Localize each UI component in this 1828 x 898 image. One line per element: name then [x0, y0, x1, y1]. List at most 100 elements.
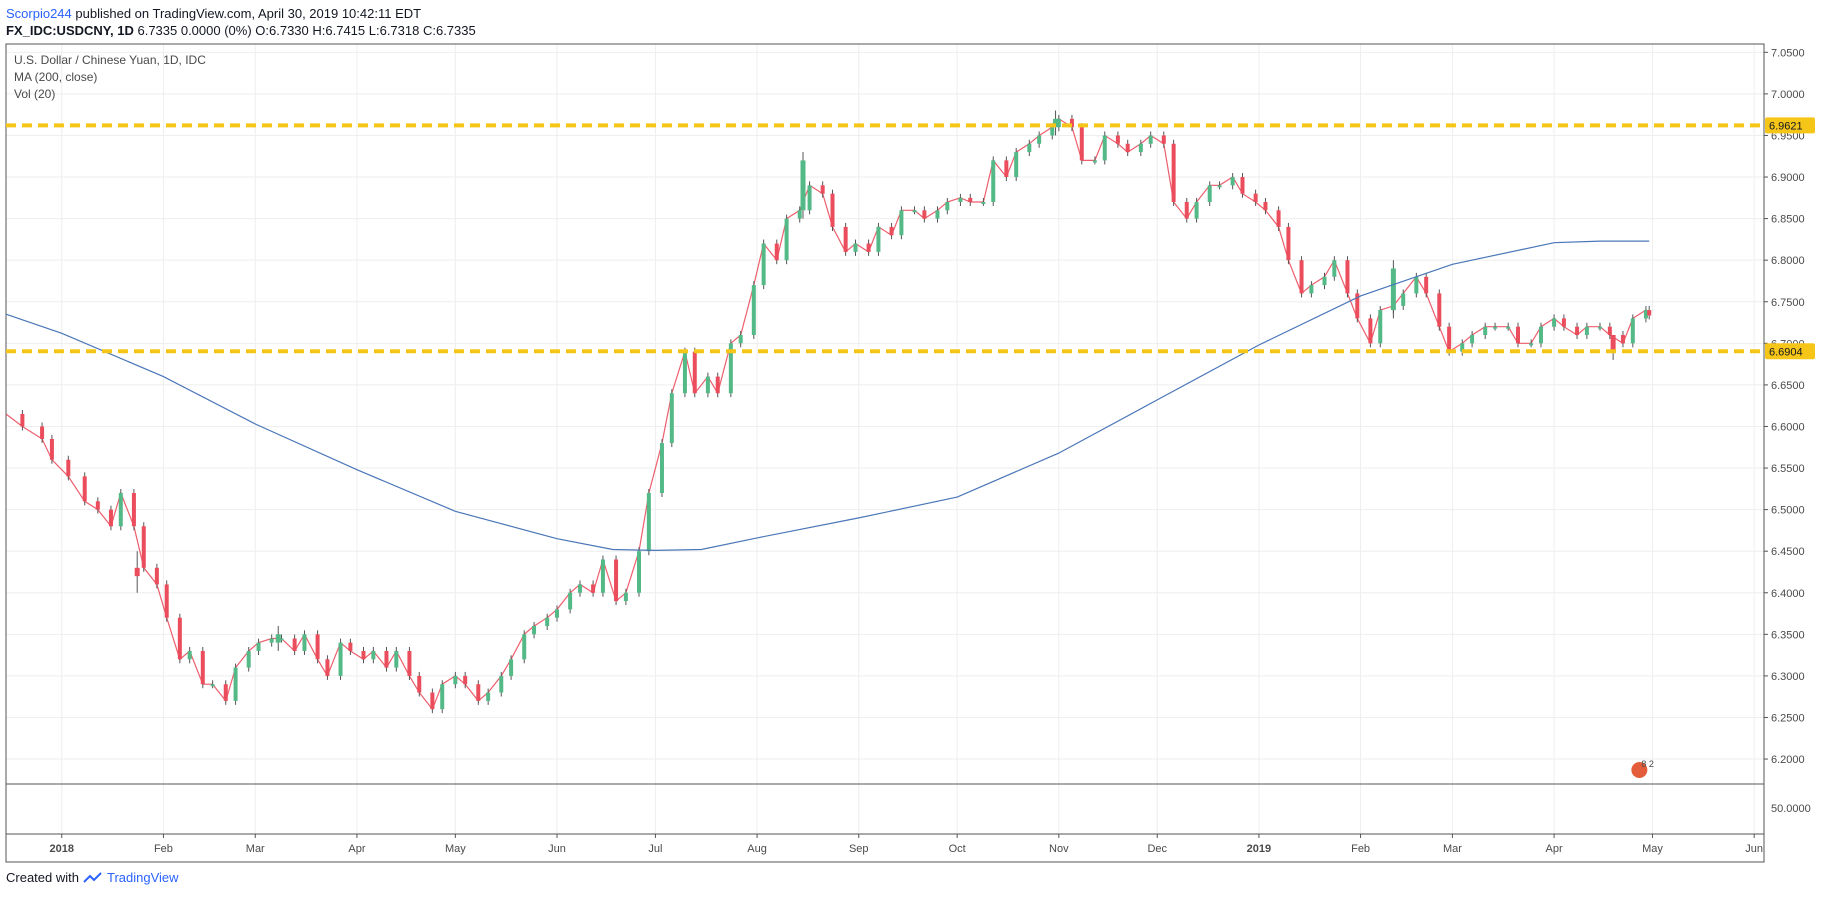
candle-body — [1390, 268, 1396, 311]
x-tick-label: Dec — [1147, 843, 1167, 855]
flag-icon — [1631, 762, 1648, 778]
candle-body — [1263, 201, 1268, 211]
candle-body — [1079, 127, 1084, 161]
y-tick-label: 6.4000 — [1771, 588, 1805, 600]
event-badge: 8 2 — [1641, 759, 1654, 769]
candle-body — [177, 617, 182, 660]
created-with-label: Created with — [6, 870, 79, 885]
candle-body — [371, 650, 376, 660]
candle-body — [233, 667, 238, 701]
candle-body — [1483, 326, 1488, 336]
candle-body — [1053, 118, 1059, 128]
candle-body — [1368, 318, 1373, 344]
y-tick-label: 6.6000 — [1771, 421, 1805, 433]
candle-body — [1217, 185, 1222, 188]
symbol-line: FX_IDC:USDCNY, 1D 6.7335 0.0000 (0%) O:6… — [6, 22, 476, 39]
candle-body — [568, 592, 573, 610]
candle-body — [522, 634, 527, 660]
candle-body — [623, 592, 628, 602]
candle-body — [1276, 210, 1281, 227]
candle-body — [1050, 127, 1055, 136]
candle-body — [958, 197, 963, 202]
legend-vol: Vol (20) — [14, 87, 55, 101]
candle-body — [1610, 335, 1616, 352]
y-tick-label: 6.4500 — [1771, 546, 1805, 558]
candle-body — [302, 634, 307, 651]
candle-body — [49, 438, 54, 460]
candle-body — [1552, 318, 1557, 327]
candle-body — [200, 650, 205, 685]
candle-body — [1529, 343, 1534, 346]
candle-body — [853, 243, 858, 252]
candle-body — [669, 393, 674, 444]
candle-body — [66, 459, 71, 477]
candle-body — [1561, 318, 1566, 327]
y-tick-label: 6.3000 — [1771, 671, 1805, 683]
candle-body — [40, 426, 45, 439]
candle-body — [1014, 152, 1019, 178]
candle-body — [164, 584, 169, 618]
candle-body — [1322, 276, 1327, 286]
published-text: published on TradingView.com, April 30, … — [71, 6, 422, 21]
candle-body — [1516, 326, 1521, 344]
candle-body — [1286, 226, 1291, 261]
candle-body — [682, 351, 687, 394]
candle-body — [223, 684, 228, 701]
tradingview-link[interactable]: TradingView — [106, 870, 179, 885]
candle-body — [968, 197, 973, 202]
chart-header: Scorpio244 published on TradingView.com,… — [6, 5, 476, 39]
candle-body — [131, 492, 136, 527]
candle-body — [1447, 326, 1452, 352]
candle-body — [463, 675, 468, 685]
x-tick-label: Mar — [1443, 843, 1462, 855]
candle-body — [1240, 177, 1245, 194]
candle-body — [830, 193, 835, 227]
candle-body — [738, 335, 743, 344]
candle-body — [453, 675, 458, 685]
candle-body — [646, 492, 651, 552]
candle-body — [269, 638, 274, 643]
x-tick-label: Jun — [548, 843, 566, 855]
y-tick-label: 6.7500 — [1771, 297, 1805, 309]
candle-body — [210, 684, 215, 687]
x-tick-label: Mar — [246, 843, 265, 855]
level-label: 6.9621 — [1769, 120, 1803, 132]
candle-body — [407, 650, 412, 676]
candle-body — [1037, 135, 1042, 144]
candle-body — [1171, 143, 1176, 202]
candle-body — [591, 584, 596, 593]
candle-body — [751, 285, 756, 336]
candle-body — [1437, 293, 1442, 327]
candle-body — [1345, 260, 1350, 294]
candle-body — [118, 492, 123, 527]
candle-body — [1194, 201, 1199, 219]
candle-body — [614, 559, 619, 602]
candle-body — [1538, 326, 1543, 344]
legend-title: U.S. Dollar / Chinese Yuan, 1D, IDC — [14, 53, 206, 67]
author-link[interactable]: Scorpio244 — [6, 6, 72, 21]
candle-body — [1115, 135, 1120, 144]
y-tick-label: 6.8000 — [1771, 255, 1805, 267]
y-tick-label: 6.8500 — [1771, 214, 1805, 226]
candle-body — [912, 210, 917, 213]
candle-body — [1069, 118, 1074, 128]
candle-body — [807, 185, 812, 211]
candle-body — [134, 567, 140, 577]
legend-ma: MA (200, close) — [14, 70, 97, 84]
candle-body — [141, 526, 146, 568]
candle-body — [1643, 310, 1648, 319]
level-label: 6.6904 — [1769, 346, 1803, 358]
candle-body — [440, 684, 445, 710]
candle-body — [1647, 310, 1652, 316]
candle-body — [430, 692, 435, 710]
candle-body — [715, 376, 720, 394]
x-tick-label: Apr — [1546, 843, 1563, 855]
x-tick-label: Jul — [648, 843, 662, 855]
x-tick-label: 2018 — [50, 843, 74, 855]
candle-body — [866, 243, 871, 252]
volume-axis-label: 50.0000 — [1771, 803, 1811, 815]
x-tick-label: Oct — [949, 843, 966, 855]
y-tick-label: 7.0500 — [1771, 47, 1805, 59]
candle-body — [325, 659, 330, 676]
